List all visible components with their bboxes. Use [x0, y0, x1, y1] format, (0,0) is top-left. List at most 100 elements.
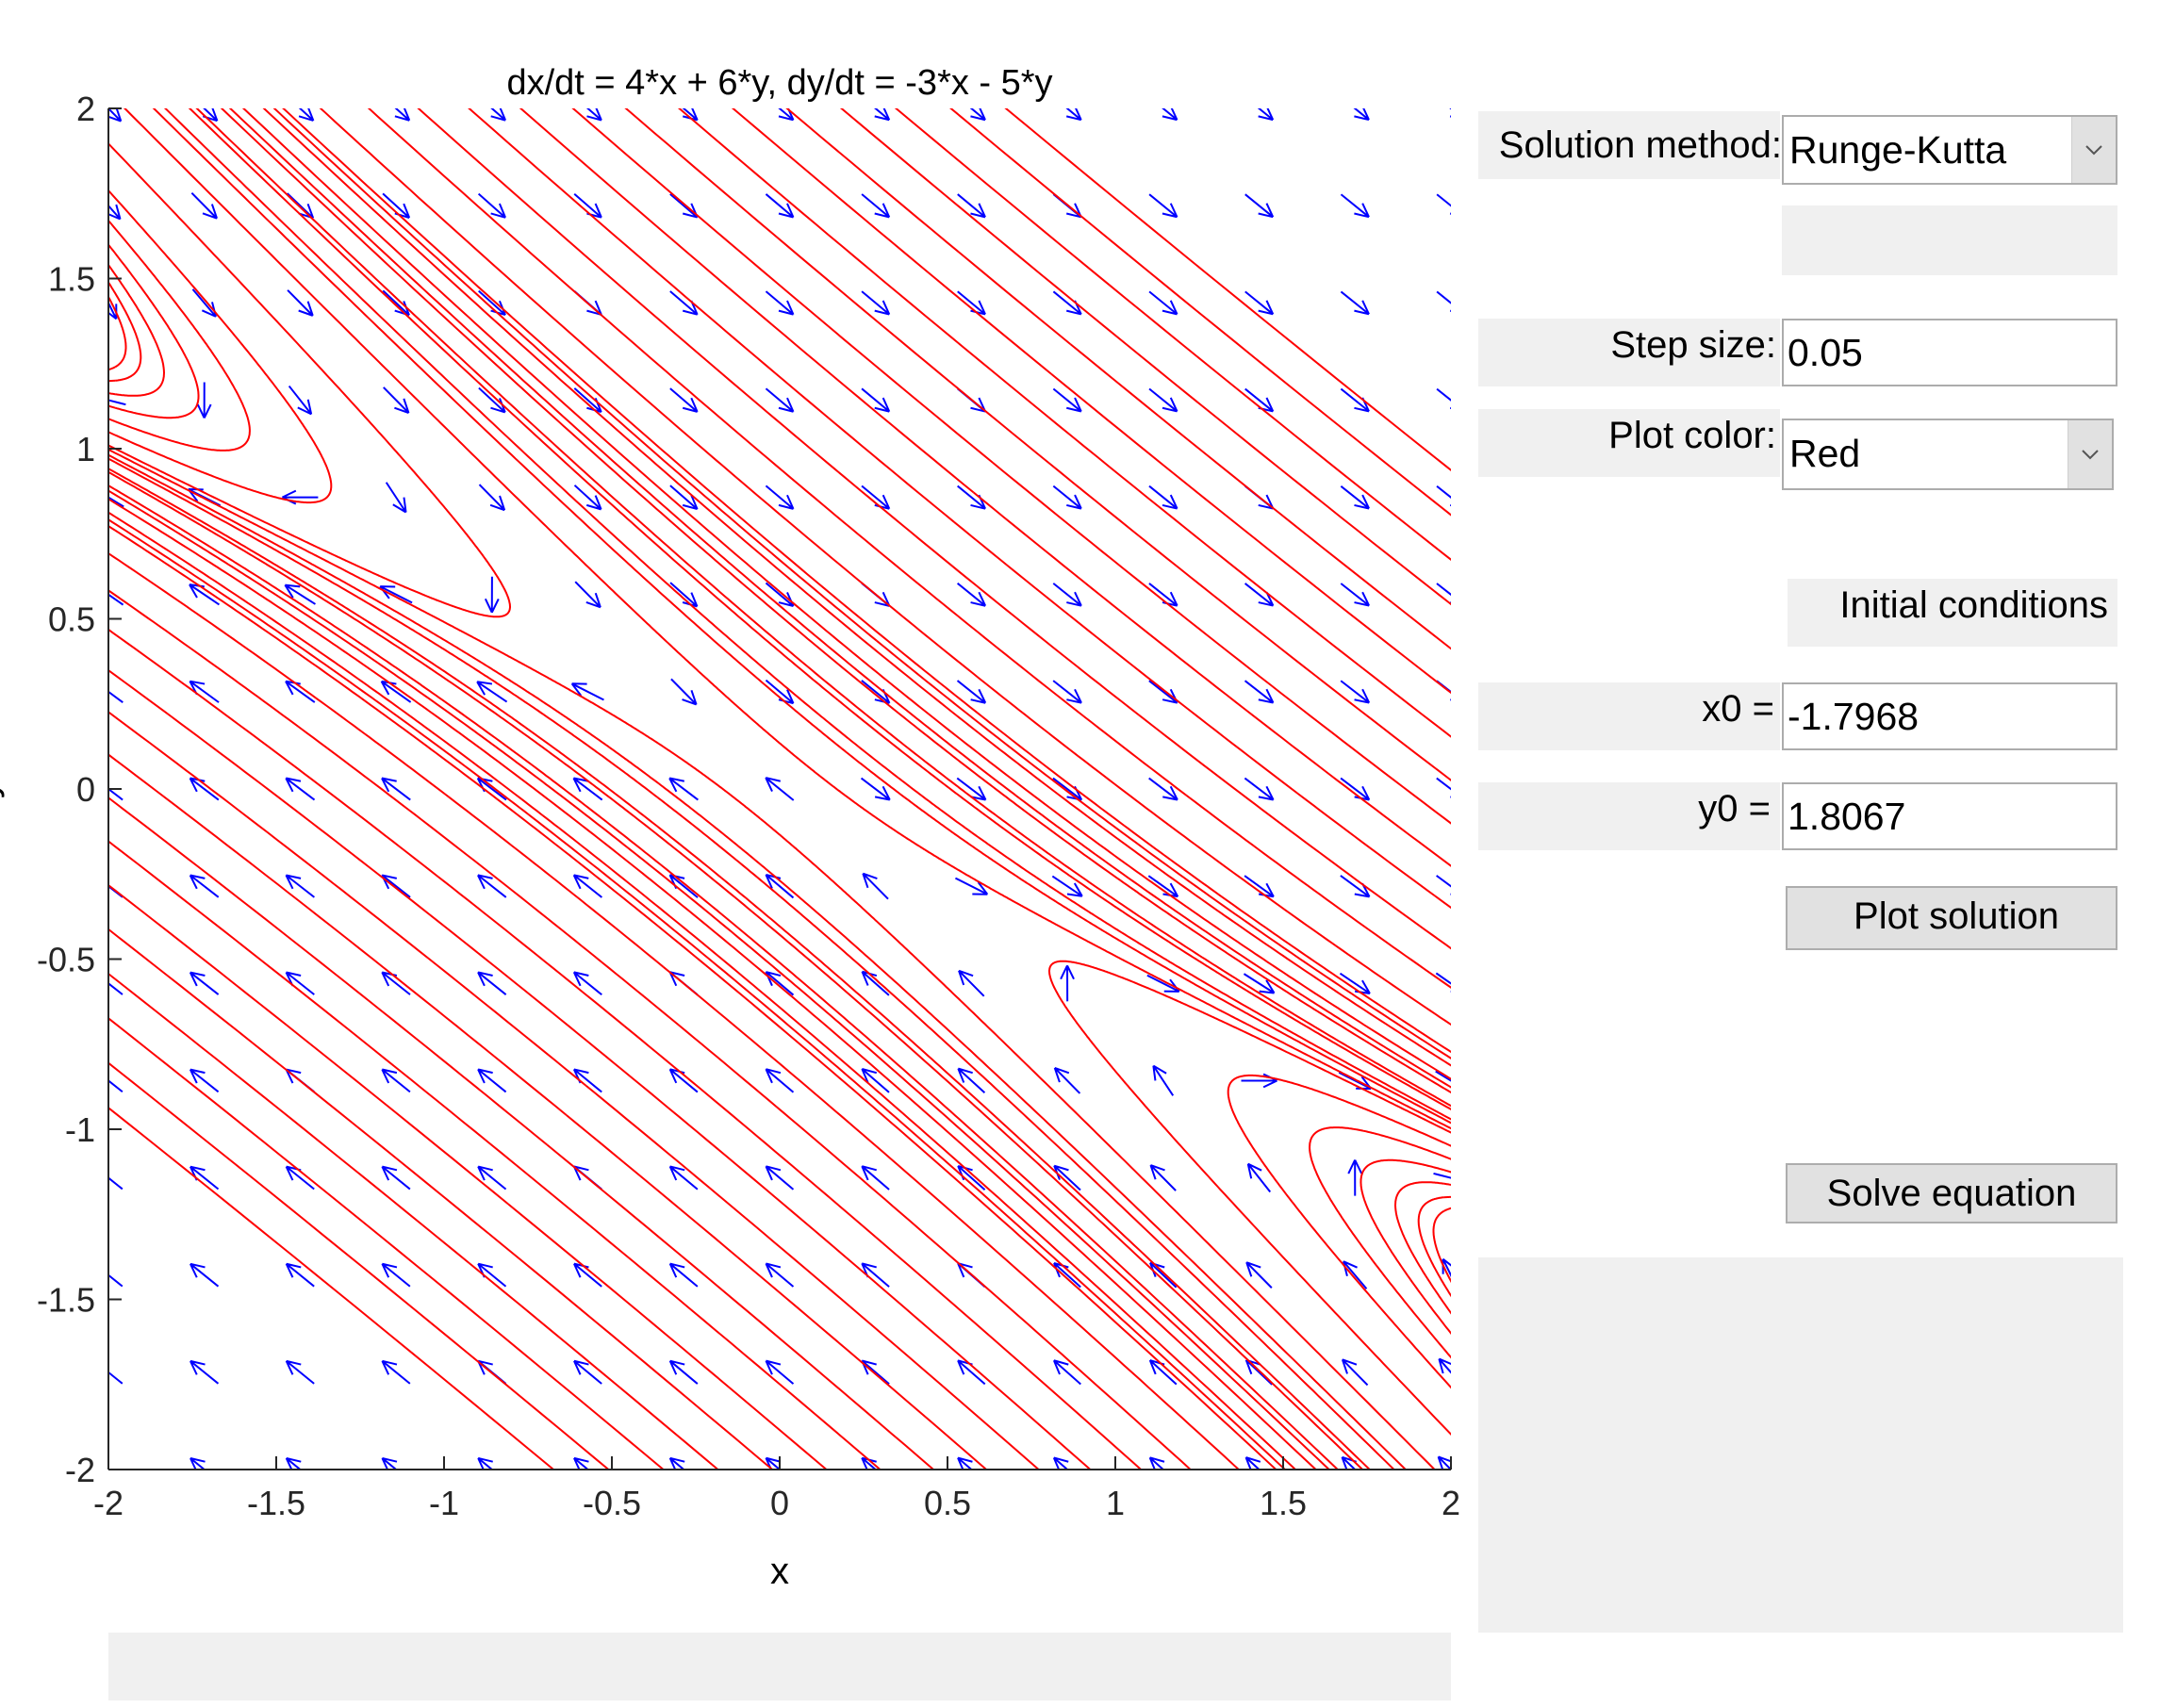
field-arrow	[285, 1359, 315, 1385]
field-arrow	[1436, 387, 1451, 410]
solution-trajectory	[1443, 1207, 1451, 1212]
solution-trajectory	[1048, 960, 1451, 1437]
field-arrow	[1052, 680, 1082, 704]
field-arrow	[285, 1456, 302, 1470]
solution-trajectory	[108, 589, 645, 997]
field-arrow	[1053, 1066, 1081, 1094]
field-arrow	[1051, 875, 1083, 897]
solution-trajectory	[108, 294, 127, 369]
field-arrow	[1146, 974, 1180, 993]
x0-input[interactable]: -1.7968	[1782, 682, 2117, 750]
solution-trajectory	[1394, 1181, 1451, 1315]
solution-trajectory	[114, 488, 1340, 1470]
field-arrow	[1340, 193, 1370, 219]
plot-solution-button[interactable]: Plot solution	[1786, 886, 2117, 950]
field-arrow	[1347, 1159, 1363, 1196]
field-arrow	[1148, 290, 1178, 316]
solution-trajectory	[241, 108, 1445, 1076]
field-arrow	[1436, 583, 1451, 604]
plot-title: dx/dt = 4*x + 6*y, dy/dt = -3*x - 5*y	[506, 63, 1052, 103]
x-tick-label: 1	[1106, 1484, 1125, 1522]
field-arrow	[1148, 193, 1178, 219]
y0-input[interactable]: 1.8067	[1782, 782, 2117, 850]
solution-trajectory	[785, 108, 1072, 345]
solution-trajectory	[108, 470, 116, 477]
solution-trajectory	[272, 108, 878, 642]
plot-color-select[interactable]: Red	[1782, 419, 2114, 490]
solution-trajectory	[108, 484, 116, 491]
field-arrow	[1341, 1358, 1369, 1387]
field-arrow	[108, 1266, 124, 1288]
field-arrow	[1060, 964, 1075, 1002]
field-arrow	[383, 386, 410, 414]
field-arrow	[189, 971, 220, 995]
field-arrow	[956, 680, 987, 704]
solution-trajectory	[108, 883, 509, 1206]
solution-trajectory	[507, 1203, 829, 1470]
field-arrow	[108, 974, 124, 995]
solution-trajectory	[1443, 1087, 1451, 1094]
x0-label: x0 =	[1702, 688, 1774, 730]
field-arrow	[1435, 1070, 1451, 1082]
field-arrow	[1436, 485, 1451, 507]
solution-trajectory	[108, 753, 568, 1116]
solution-trajectory	[1443, 1195, 1451, 1199]
x-tick-label: 0	[770, 1484, 789, 1522]
field-arrow	[476, 681, 508, 703]
solution-trajectory	[108, 628, 626, 1027]
solution-trajectory	[108, 972, 470, 1265]
field-arrow	[765, 679, 795, 705]
solution-trajectory	[108, 219, 251, 452]
solution-trajectory	[108, 366, 116, 371]
step-size-input[interactable]: 0.05	[1782, 319, 2117, 386]
field-arrow	[381, 1456, 398, 1470]
field-arrow	[573, 484, 602, 511]
field-arrow	[862, 872, 889, 900]
solution-trajectory	[720, 877, 1372, 1470]
solution-trajectory	[1443, 1046, 1451, 1054]
field-arrow	[1052, 583, 1082, 607]
field-arrow	[956, 583, 987, 607]
field-arrow	[572, 777, 603, 801]
solution-trajectory	[108, 242, 200, 419]
field-arrow	[1244, 193, 1275, 219]
field-arrow	[765, 971, 795, 996]
solve-equation-button[interactable]: Solve equation	[1786, 1163, 2117, 1224]
solution-trajectory	[1128, 254, 1451, 517]
field-arrow	[668, 777, 699, 801]
field-arrow	[108, 1363, 124, 1385]
x-axis-label: x	[770, 1551, 789, 1592]
solution-trajectory	[1443, 1155, 1451, 1160]
field-arrow	[861, 484, 891, 510]
solution-method-select[interactable]: Runge-Kutta	[1782, 115, 2117, 185]
solution-trajectory	[1050, 372, 1451, 695]
y-tick-label: 0	[76, 770, 95, 809]
solution-trajectory	[114, 516, 1297, 1470]
solution-trajectory	[469, 1262, 720, 1470]
field-arrow	[861, 1068, 890, 1093]
field-arrow	[381, 1359, 411, 1385]
solution-trajectory	[108, 524, 116, 532]
solution-trajectory	[108, 280, 142, 382]
solution-trajectory	[152, 108, 819, 731]
solution-trajectory	[108, 418, 116, 423]
solution-trajectory	[1359, 1158, 1451, 1336]
solution-trajectory	[163, 108, 1445, 1117]
field-arrow	[1340, 583, 1371, 607]
initial-conditions-label: Initial conditions	[1839, 584, 2108, 626]
solution-trajectory	[220, 108, 1445, 1090]
solution-trajectory	[468, 108, 955, 523]
field-arrow	[765, 777, 795, 801]
solution-trajectory	[108, 379, 116, 383]
solution-trajectory	[108, 392, 116, 396]
solution-trajectory	[894, 108, 1111, 286]
solution-trajectory	[108, 444, 116, 450]
field-arrow	[1243, 973, 1276, 994]
solution-trajectory	[228, 108, 858, 671]
solution-trajectory	[914, 581, 1451, 989]
field-arrow	[1340, 290, 1370, 316]
solution-trajectory	[856, 669, 1451, 1089]
solution-trajectory	[1146, 224, 1451, 472]
y-tick-label: 0.5	[48, 600, 95, 639]
